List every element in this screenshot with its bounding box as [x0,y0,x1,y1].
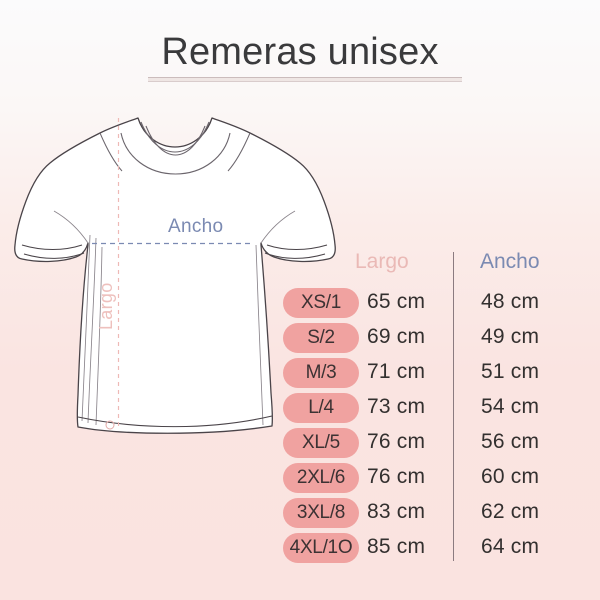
page-title: Remeras unisex [161,31,439,73]
cell-ancho: 54 cm [481,395,540,418]
tshirt-illustration [10,95,350,445]
size-pill: 3XL/8 [283,498,359,528]
table-row: 4XL/1O 85 cm 64 cm [283,532,583,567]
cell-largo: 83 cm [367,500,426,523]
cell-ancho: 62 cm [481,500,540,523]
title-block: Remeras unisex [0,30,600,82]
table-header-row: Largo Ancho [283,250,583,286]
table-row: 3XL/8 83 cm 62 cm [283,497,583,532]
table-row: XS/1 65 cm 48 cm [283,287,583,322]
ancho-measurement-label: Ancho [168,216,224,237]
cell-largo: 76 cm [367,430,426,453]
size-pill: XS/1 [283,288,359,318]
cell-largo: 85 cm [367,535,426,558]
cell-largo: 76 cm [367,465,426,488]
title-underline-divider [148,77,462,82]
cell-ancho: 60 cm [481,465,540,488]
size-table: Largo Ancho XS/1 65 cm 48 cm S/2 69 cm 49 cm M… [283,250,583,563]
size-pill: XL/5 [283,428,359,458]
size-pill: M/3 [283,358,359,388]
size-pill: L/4 [283,393,359,423]
size-table-rows: XS/1 65 cm 48 cm S/2 69 cm 49 cm M/3 71 cm 51 cm… [283,287,583,567]
size-pill: S/2 [283,323,359,353]
cell-largo: 69 cm [367,325,426,348]
cell-ancho: 49 cm [481,325,540,348]
table-row: 2XL/6 76 cm 60 cm [283,462,583,497]
cell-ancho: 51 cm [481,360,540,383]
table-row: L/4 73 cm 54 cm [283,392,583,427]
size-pill: 2XL/6 [283,463,359,493]
cell-largo: 73 cm [367,395,426,418]
cell-largo: 65 cm [367,290,426,313]
cell-ancho: 48 cm [481,290,540,313]
cell-largo: 71 cm [367,360,426,383]
cell-ancho: 56 cm [481,430,540,453]
tshirt-outline-svg [14,117,336,434]
largo-measurement-label: Largo [96,282,116,330]
column-divider [453,252,454,561]
table-row: XL/5 76 cm 56 cm [283,427,583,462]
size-pill: 4XL/1O [283,533,359,563]
table-row: M/3 71 cm 51 cm [283,357,583,392]
column-header-ancho: Ancho [480,250,540,273]
column-header-largo: Largo [355,250,409,273]
table-row: S/2 69 cm 49 cm [283,322,583,357]
cell-ancho: 64 cm [481,535,540,558]
